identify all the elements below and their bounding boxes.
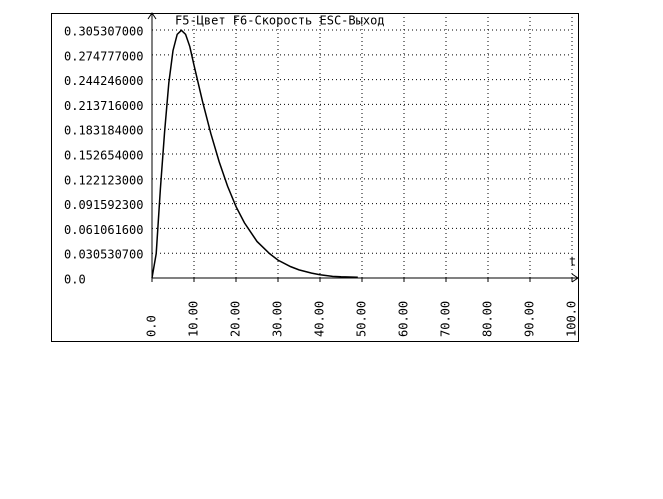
y-tick-label: 0.152654000 <box>64 149 143 163</box>
y-tick-label: 0.213716000 <box>64 99 143 113</box>
x-tick-label: 40.00 <box>313 301 327 337</box>
y-tick-label: 0.061061600 <box>64 223 143 237</box>
y-tick-label: 0.305307000 <box>64 25 143 39</box>
x-arrow <box>571 273 579 283</box>
curve <box>151 29 358 279</box>
y-tick-label: 0.183184000 <box>64 124 143 138</box>
x-tick-label: 50.00 <box>355 301 369 337</box>
x-tick-label: 70.00 <box>439 301 453 337</box>
x-tick-label: 80.00 <box>481 301 495 337</box>
x-tick-label: 90.00 <box>523 301 537 337</box>
y-tick-label: 0.091592300 <box>64 198 143 212</box>
x-tick-label: 100.0 <box>565 301 579 337</box>
frame <box>51 13 579 342</box>
y-tick-label: 0.244246000 <box>64 74 143 88</box>
x-tick-label: 10.00 <box>187 301 201 337</box>
y-tick-label: 0.0 <box>64 273 86 287</box>
x-tick-label: 0.0 <box>145 315 159 337</box>
x-tick-label: 20.00 <box>229 301 243 337</box>
y-tick-label: 0.030530700 <box>64 248 143 262</box>
x-tick-label: 60.00 <box>397 301 411 337</box>
y-arrow <box>147 12 157 20</box>
y-tick-label: 0.122123000 <box>64 173 143 187</box>
x-tick-label: 30.00 <box>271 301 285 337</box>
header: F5-Цвет F6-Скорость ESC-Выход <box>175 14 385 28</box>
y-tick-label: 0.274777000 <box>64 49 143 63</box>
x-axis-label: t <box>569 255 576 269</box>
